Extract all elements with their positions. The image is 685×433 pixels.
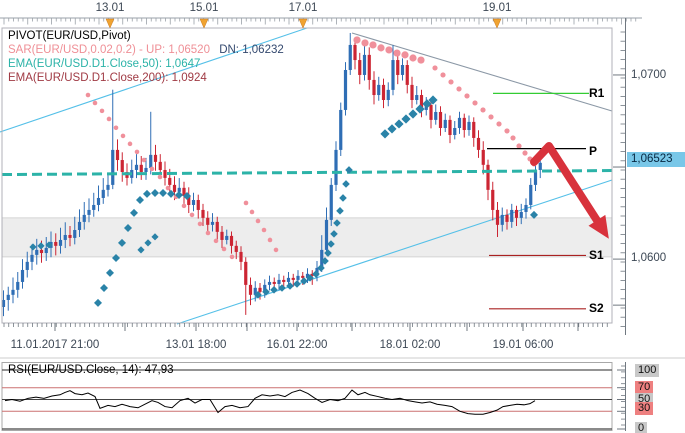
pivot-lines xyxy=(487,92,589,310)
parabolic-sar-dots xyxy=(29,36,538,307)
pivot-label-s2: S2 xyxy=(589,301,604,315)
forecast-arrow[interactable] xyxy=(530,142,609,239)
top-axis-label-17-01: 17.01 xyxy=(288,2,318,14)
legend-sar: SAR(EUR/USD,0.02,0.2) - UP: 1,06520 DN: … xyxy=(8,44,284,56)
right-price-ruler[interactable] xyxy=(613,18,626,335)
legend-sar-up: SAR(EUR/USD,0.02,0.2) - UP: 1,06520 xyxy=(8,44,210,56)
legend-sar-dn: DN: 1,06232 xyxy=(219,44,284,56)
top-axis-label-15-01: 15.01 xyxy=(189,2,219,14)
rsi-scale-70: 70 xyxy=(635,381,654,394)
bottom-axis-label-4: 18.01 02:00 xyxy=(379,339,441,351)
pivot-label-r1: R1 xyxy=(589,86,605,100)
price-axis-label-10700: 1,0700 xyxy=(631,69,667,81)
pivot-label-s1: S1 xyxy=(589,248,604,262)
support-band xyxy=(2,217,612,258)
bottom-axis-label-1: 11.01.2017 21:00 xyxy=(10,339,100,351)
top-axis-label-13-01: 13.01 xyxy=(95,2,125,14)
top-time-ruler[interactable] xyxy=(0,17,642,29)
legend-ema200: EMA(EUR/USD.D1.Close,200): 1,0924 xyxy=(8,72,207,84)
bottom-axis-label-5: 19.01 06:00 xyxy=(492,339,554,351)
bottom-time-ruler[interactable] xyxy=(3,323,608,331)
trendlines[interactable] xyxy=(0,27,613,325)
legend-ema50: EMA(EUR/USD.D1.Close,50): 1,0647 xyxy=(8,58,201,70)
bottom-axis-label-3: 16.01 22:00 xyxy=(266,339,328,351)
current-price-badge: 1,06523 xyxy=(627,152,685,167)
price-axis-label-10600: 1,0600 xyxy=(631,252,667,264)
top-axis-label-19-01: 19.01 xyxy=(482,2,512,14)
pivot-label-p: P xyxy=(589,144,598,158)
rsi-scale-30: 30 xyxy=(635,402,654,415)
rsi-scale-0: 0 xyxy=(635,422,648,433)
legend-pivot: PIVOT(EUR/USD,Pivot) xyxy=(8,30,131,42)
candles xyxy=(1,32,542,317)
ema50-line xyxy=(1,169,613,177)
rsi-legend: RSI(EUR/USD.Close, 14): 47,93 xyxy=(8,364,174,376)
chart-frame xyxy=(0,27,685,359)
rsi-pane[interactable] xyxy=(1,362,626,431)
rsi-scale-100: 100 xyxy=(635,364,660,377)
bottom-axis-label-2: 13.01 18:00 xyxy=(165,339,227,351)
